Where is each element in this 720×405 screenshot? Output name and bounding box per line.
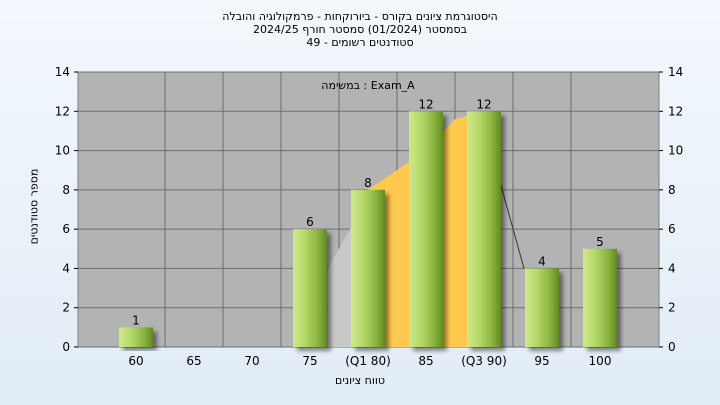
y-tick-left-2: 2 xyxy=(62,301,70,315)
data-label-100: 5 xyxy=(596,235,604,249)
x-tick-4: (Q1 80) xyxy=(345,354,391,368)
y-tick-left-12: 12 xyxy=(55,104,70,118)
y-tick-left-14: 14 xyxy=(55,65,70,79)
data-label-95: 4 xyxy=(538,254,546,268)
y-tick-right-6: 6 xyxy=(668,222,676,236)
title-line-2: בסמסטר (01/2024) סמסטר חורף 2024/25 xyxy=(253,23,467,36)
y-tick-left-4: 4 xyxy=(62,261,70,275)
exam-annotation: במשימה : Exam_A xyxy=(321,79,415,92)
x-axis-label: טווח ציונים xyxy=(335,374,385,387)
data-label-(Q1 80): 8 xyxy=(364,176,372,190)
x-tick-5: 85 xyxy=(418,354,433,368)
x-tick-0: 60 xyxy=(128,354,143,368)
y-tick-left-8: 8 xyxy=(62,183,70,197)
x-tick-1: 65 xyxy=(186,354,201,368)
data-label-(Q3 90): 12 xyxy=(476,97,491,111)
y-tick-right-2: 2 xyxy=(668,301,676,315)
data-label-75: 6 xyxy=(306,215,314,229)
chart-title: היסטוגרמת ציונים בקורס - ביורוקחות - פרמ… xyxy=(0,10,720,49)
y-tick-left-6: 6 xyxy=(62,222,70,236)
y-tick-right-4: 4 xyxy=(668,261,676,275)
x-tick-2: 70 xyxy=(244,354,259,368)
bar-85 xyxy=(409,111,443,348)
bar-60 xyxy=(119,327,153,347)
data-label-85: 12 xyxy=(418,97,433,111)
title-line-1: היסטוגרמת ציונים בקורס - ביורוקחות - פרמ… xyxy=(222,10,498,23)
title-line-3: סטודנטים רשומים - 49 xyxy=(306,36,414,49)
bar-95 xyxy=(525,268,559,347)
x-tick-7: 95 xyxy=(534,354,549,368)
x-tick-8: 100 xyxy=(589,354,612,368)
bar-100 xyxy=(583,248,617,347)
y-tick-left-0: 0 xyxy=(62,340,70,354)
y-tick-right-10: 10 xyxy=(668,144,683,158)
y-tick-right-8: 8 xyxy=(668,183,676,197)
x-tick-3: 75 xyxy=(302,354,317,368)
y-tick-right-0: 0 xyxy=(668,340,676,354)
y-tick-right-12: 12 xyxy=(668,104,683,118)
x-tick-6: (Q3 90) xyxy=(461,354,507,368)
y-tick-left-10: 10 xyxy=(55,144,70,158)
y-tick-right-14: 14 xyxy=(668,65,683,79)
bar-(Q3 90) xyxy=(467,111,501,348)
bar-(Q1 80) xyxy=(351,189,385,347)
bar-75 xyxy=(293,229,327,347)
data-label-60: 1 xyxy=(132,313,140,327)
